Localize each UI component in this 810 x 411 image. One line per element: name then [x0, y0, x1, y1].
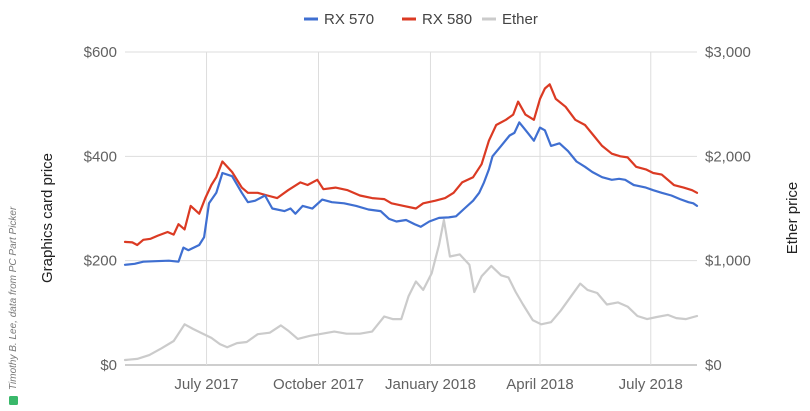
y-left-tick-label: $600 — [84, 44, 117, 61]
series-lines — [123, 83, 699, 362]
x-tick-label: July 2018 — [619, 376, 683, 393]
legend-label: Ether — [502, 11, 538, 28]
series-line-ether — [123, 218, 699, 362]
tick-labels: $0 $200 $400 $600 $0 $1,000 $2,000 $3,000 July 2… — [84, 44, 751, 393]
x-tick-label: January 2018 — [385, 376, 476, 393]
x-tick-label: October 2017 — [273, 376, 364, 393]
series-line-rx-580 — [123, 83, 699, 247]
series-line-rx-570 — [123, 121, 699, 266]
x-tick-label: July 2017 — [174, 376, 238, 393]
legend-label: RX 580 — [422, 11, 472, 28]
y-right-tick-label: $2,000 — [705, 148, 751, 165]
y-right-tick-label: $3,000 — [705, 44, 751, 61]
y-right-tick-label: $0 — [705, 357, 722, 374]
credit-text: Timothy B. Lee, data from PC Part Picker — [8, 206, 19, 390]
grid-lines — [125, 51, 697, 366]
camera-icon — [9, 396, 18, 405]
y-axis-right-title: Ether price — [784, 182, 801, 255]
y-left-tick-label: $200 — [84, 253, 117, 270]
legend: RX 570 RX 580 Ether — [304, 11, 538, 28]
legend-label: RX 570 — [324, 11, 374, 28]
x-tick-label: April 2018 — [506, 376, 574, 393]
y-left-tick-label: $400 — [84, 148, 117, 165]
credit-line: Timothy B. Lee, data from PC Part Picker — [8, 206, 19, 405]
y-right-tick-label: $1,000 — [705, 253, 751, 270]
y-left-tick-label: $0 — [100, 357, 117, 374]
y-axis-left-title: Graphics card price — [39, 153, 56, 283]
